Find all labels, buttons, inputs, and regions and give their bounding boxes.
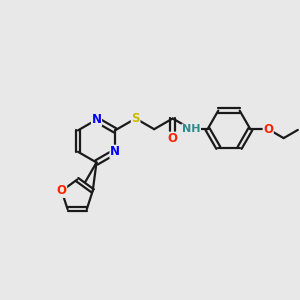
- Text: N: N: [110, 145, 120, 158]
- Text: NH: NH: [182, 124, 200, 134]
- Text: N: N: [92, 113, 101, 126]
- Text: S: S: [131, 112, 140, 125]
- Text: O: O: [57, 184, 67, 197]
- Text: O: O: [168, 132, 178, 145]
- Text: O: O: [263, 123, 273, 136]
